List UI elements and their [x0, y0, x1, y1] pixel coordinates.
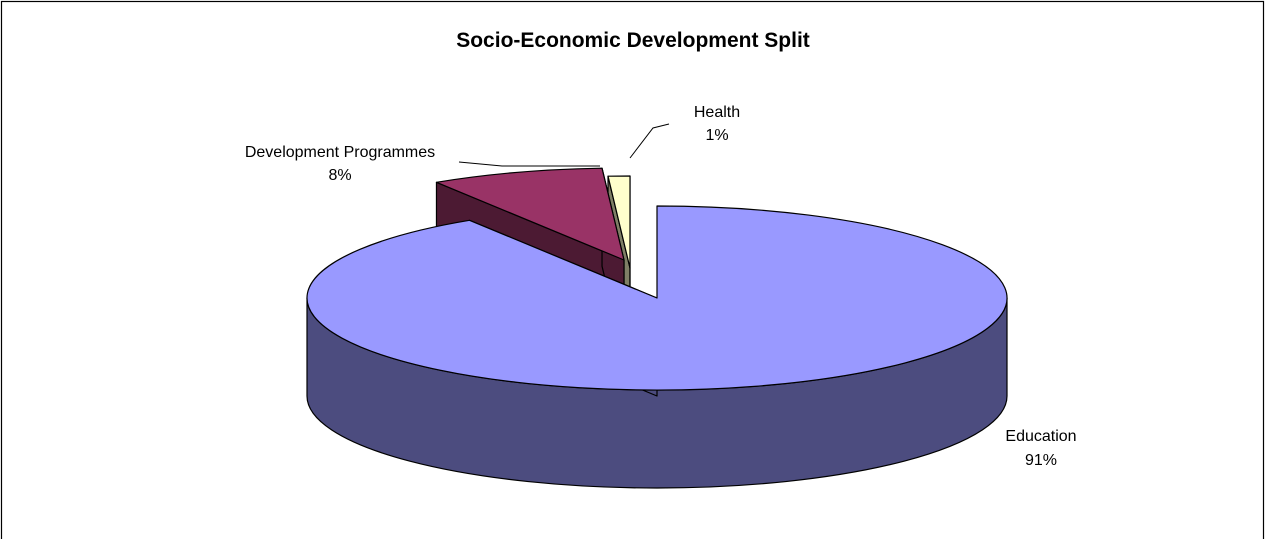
slice-top-health — [607, 175, 631, 269]
data-label-health: Health 1% — [694, 104, 740, 144]
chart-title: Socio-Economic Development Split — [456, 29, 810, 52]
data-label-percent: 8% — [328, 167, 351, 184]
data-label-category: Health — [694, 104, 740, 121]
pie-leaders — [458, 123, 670, 167]
data-label-category: Education — [1005, 428, 1076, 445]
slice-top-education — [306, 205, 1008, 391]
leader-line-development-programmes — [458, 161, 600, 167]
data-label-percent: 91% — [1025, 452, 1057, 469]
pie-tops — [306, 167, 1008, 391]
data-label-education: Education 91% — [1005, 428, 1076, 469]
leader-line-health — [629, 123, 670, 159]
data-label-percent: 1% — [705, 127, 728, 144]
data-label-development-programmes: Development Programmes 8% — [245, 144, 435, 184]
data-label-category: Development Programmes — [245, 144, 435, 161]
slice-top-development-programmes — [435, 167, 625, 261]
